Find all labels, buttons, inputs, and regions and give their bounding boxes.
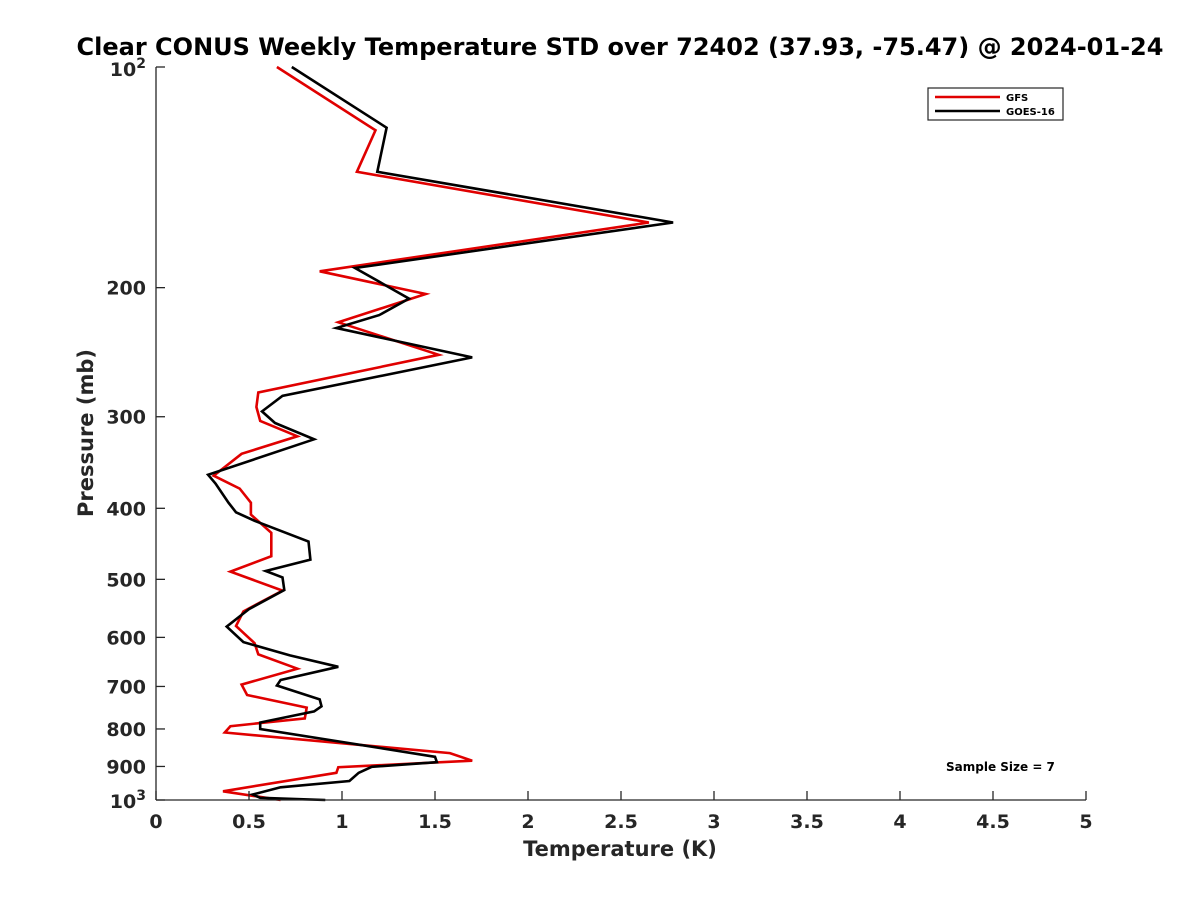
series-layer <box>205 65 674 802</box>
legend: GFS GOES-16 <box>927 87 1064 121</box>
x-tick-label: 4.5 <box>976 811 1010 833</box>
y-tick-label: 800 <box>106 719 146 741</box>
y-tick-label-bottom: 103 <box>110 788 146 813</box>
legend-label-goes16: GOES-16 <box>1006 107 1055 118</box>
y-tick-label: 700 <box>106 676 146 698</box>
x-tick-label: 1 <box>335 811 348 833</box>
x-tick-label: 5 <box>1079 811 1092 833</box>
x-tick-label: 4 <box>893 811 906 833</box>
series-line-gfs <box>211 65 650 802</box>
y-ticks: 200 300 400 500 600 700 800 900 102 103 <box>106 56 165 813</box>
y-tick-label: 500 <box>106 569 146 591</box>
x-tick-label: 3 <box>707 811 720 833</box>
series-line-goes-16 <box>205 65 674 802</box>
x-tick-label: 3.5 <box>790 811 824 833</box>
y-tick-label: 900 <box>106 756 146 778</box>
x-tick-label: 2 <box>521 811 534 833</box>
x-tick-label: 0.5 <box>232 811 266 833</box>
x-tick-label: 2.5 <box>604 811 638 833</box>
y-tick-label: 200 <box>106 278 146 300</box>
sample-size-annotation: Sample Size = 7 <box>946 760 1055 774</box>
x-tick-label: 0 <box>149 811 162 833</box>
y-tick-label: 300 <box>106 407 146 429</box>
y-tick-label: 600 <box>106 627 146 649</box>
y-tick-label: 400 <box>106 498 146 520</box>
x-ticks: 0 0.5 1 1.5 2 2.5 3 3.5 4 4.5 5 <box>149 791 1093 833</box>
chart-title: Clear CONUS Weekly Temperature STD over … <box>77 33 1164 61</box>
legend-label-gfs: GFS <box>1006 93 1028 104</box>
legend-box <box>927 87 1064 121</box>
x-axis-label: Temperature (K) <box>523 837 717 861</box>
y-axis-label: Pressure (mb) <box>74 349 98 517</box>
y-tick-label-top: 102 <box>110 56 146 81</box>
x-tick-label: 1.5 <box>418 811 452 833</box>
